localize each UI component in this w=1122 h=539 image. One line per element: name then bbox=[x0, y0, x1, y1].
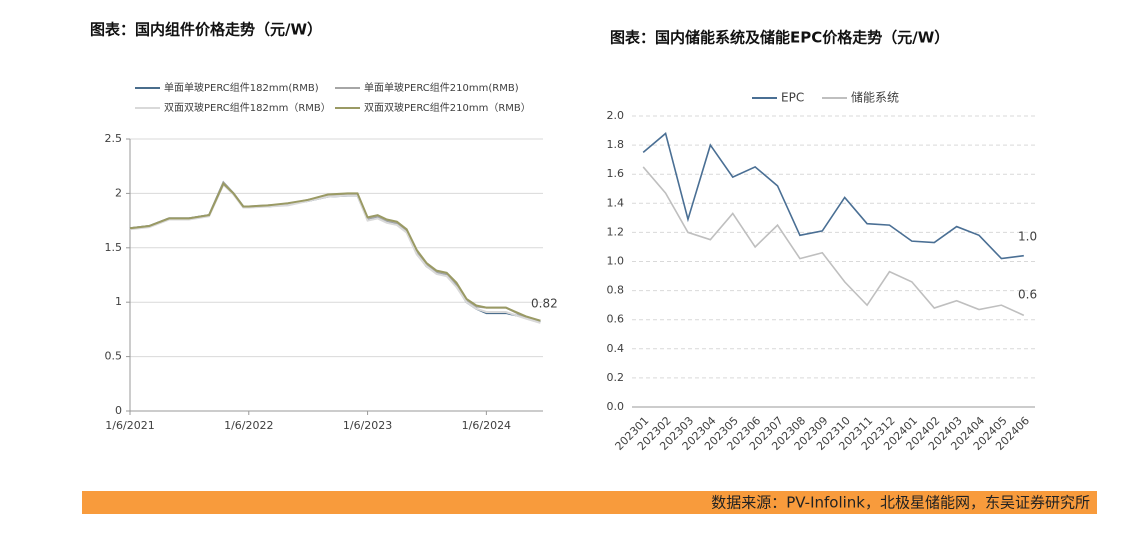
legend-label: 储能系统 bbox=[851, 90, 899, 105]
y-tick-label: 2 bbox=[115, 186, 122, 199]
y-tick-label: 0.2 bbox=[607, 371, 625, 384]
y-tick-label: 0.4 bbox=[607, 342, 625, 355]
y-tick-label: 1.4 bbox=[607, 196, 625, 209]
series-line bbox=[642, 132, 1024, 260]
y-tick-label: 0.5 bbox=[105, 350, 123, 363]
x-tick-label: 1/6/2024 bbox=[462, 419, 511, 432]
x-tick-label: 1/6/2023 bbox=[343, 419, 392, 432]
series-line bbox=[642, 166, 1025, 317]
y-tick-label: 1.0 bbox=[607, 255, 625, 268]
annotation: 1.0 bbox=[1018, 230, 1037, 244]
y-tick-label: 1.6 bbox=[607, 167, 625, 180]
x-tick-label: 1/6/2021 bbox=[105, 419, 154, 432]
y-tick-label: 0 bbox=[115, 404, 122, 417]
legend-label: 双面双玻PERC组件210mm（RMB） bbox=[364, 101, 531, 114]
legend-label: 单面单玻PERC组件182mm(RMB) bbox=[164, 81, 319, 94]
y-tick-label: 0.0 bbox=[607, 400, 625, 413]
y-tick-label: 1.2 bbox=[607, 225, 625, 238]
legend-label: 单面单玻PERC组件210mm(RMB) bbox=[364, 81, 519, 94]
annotation: 0.6 bbox=[1018, 288, 1037, 302]
y-tick-label: 0.6 bbox=[607, 313, 625, 326]
footer-band bbox=[82, 491, 1097, 514]
y-tick-label: 1.5 bbox=[105, 241, 123, 254]
x-tick-label: 1/6/2022 bbox=[224, 419, 273, 432]
legend-label: 双面双玻PERC组件182mm（RMB） bbox=[164, 101, 331, 114]
footer-text: 数据来源：PV-Infolink，北极星储能网，东吴证券研究所 bbox=[711, 494, 1090, 512]
chart-title: 图表：国内组件价格走势（元/W） bbox=[90, 21, 322, 39]
legend-label: EPC bbox=[781, 91, 804, 105]
y-tick-label: 1.8 bbox=[607, 138, 625, 151]
y-tick-label: 2.5 bbox=[105, 132, 123, 145]
series-line bbox=[129, 180, 541, 322]
series-line bbox=[129, 181, 541, 322]
y-tick-label: 2.0 bbox=[607, 109, 625, 122]
y-tick-label: 0.8 bbox=[607, 284, 625, 297]
chart-title: 图表：国内储能系统及储能EPC价格走势（元/W） bbox=[610, 29, 949, 47]
series-line bbox=[129, 180, 541, 323]
y-tick-label: 1 bbox=[115, 295, 122, 308]
annotation: 0.82 bbox=[531, 297, 558, 311]
